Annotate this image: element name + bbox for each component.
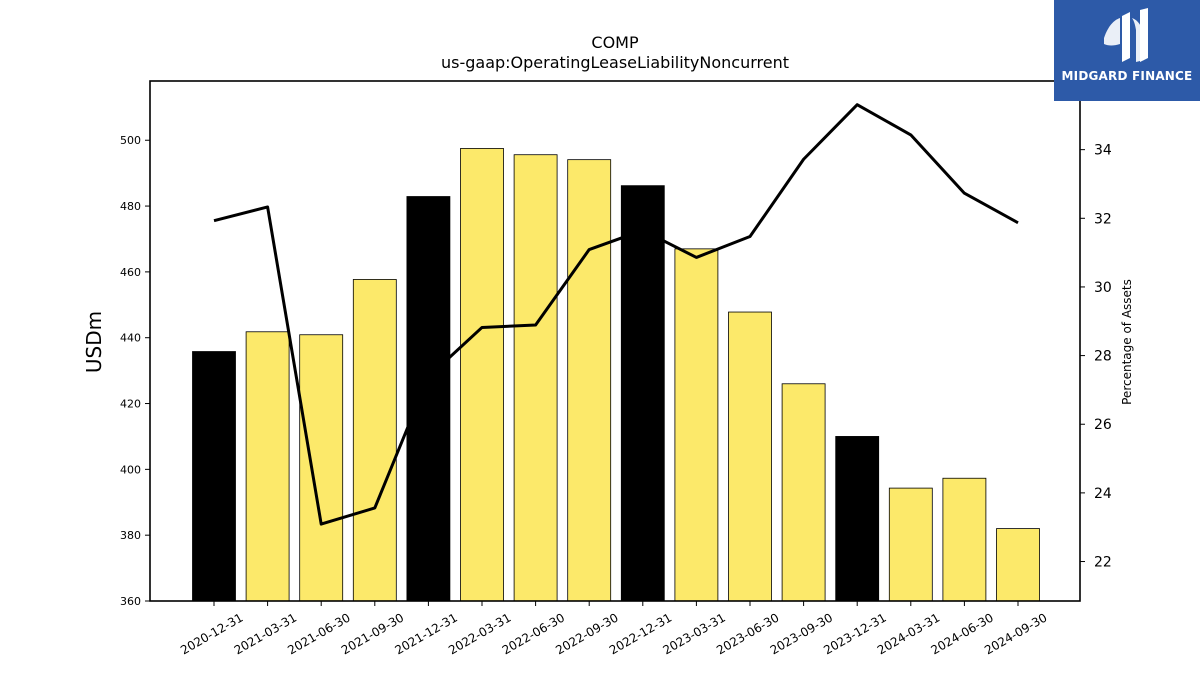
bar-2021-09-30 <box>352 279 397 602</box>
bar-2021-06-30 <box>299 334 344 602</box>
bar-2022-09-30 <box>567 159 612 602</box>
y-tick-label-480: 480 <box>120 200 141 213</box>
bar-2024-06-30 <box>942 477 987 602</box>
y2-tick-label-30: 30 <box>1094 280 1112 296</box>
bar-2024-03-31 <box>888 487 933 602</box>
y-tick-label-420: 420 <box>120 398 141 411</box>
bar-2023-03-31 <box>674 248 719 602</box>
y2-tick-label-26: 26 <box>1094 417 1112 433</box>
axes: 3603804004204404604805002224262830323420… <box>120 80 1112 657</box>
y2-tick-label-28: 28 <box>1094 349 1112 365</box>
bar-series <box>192 148 1040 602</box>
chart-title: COMP <box>591 33 639 52</box>
brand-name: MIDGARD FINANCE <box>1061 69 1193 83</box>
bar-2022-03-31 <box>460 148 504 602</box>
y-tick-label-380: 380 <box>120 529 141 542</box>
bar-2024-09-30 <box>996 528 1040 602</box>
plot-frame <box>149 80 1081 602</box>
right-axis-label: Percentage of Assets <box>1120 279 1134 405</box>
bar-2023-12-31 <box>835 436 880 602</box>
bar-2020-12-31 <box>192 351 236 602</box>
y2-tick-label-24: 24 <box>1094 486 1112 502</box>
brand-logo: MIDGARD FINANCE <box>1054 0 1200 101</box>
bar-2022-12-31 <box>620 185 665 602</box>
y2-tick-label-34: 34 <box>1094 143 1112 159</box>
bar-2023-06-30 <box>728 311 772 602</box>
y-axis-label: USDm <box>82 311 106 373</box>
bar-2023-09-30 <box>781 383 826 602</box>
bar-2022-06-30 <box>513 154 558 602</box>
y-tick-label-460: 460 <box>120 266 141 279</box>
y-tick-label-440: 440 <box>120 332 141 345</box>
line-series <box>213 103 1019 526</box>
bar-2021-12-31 <box>406 196 451 602</box>
percentage-line <box>213 103 1019 526</box>
y-tick-label-360: 360 <box>120 595 141 608</box>
y2-tick-label-32: 32 <box>1094 211 1112 227</box>
y2-tick-label-22: 22 <box>1094 555 1112 571</box>
chart-subtitle: us-gaap:OperatingLeaseLiabilityNoncurren… <box>441 53 789 72</box>
y-tick-label-400: 400 <box>120 463 141 476</box>
y-tick-label-500: 500 <box>120 134 141 147</box>
bar-2021-03-31 <box>245 331 290 602</box>
brand-mark-icon <box>1104 8 1148 62</box>
